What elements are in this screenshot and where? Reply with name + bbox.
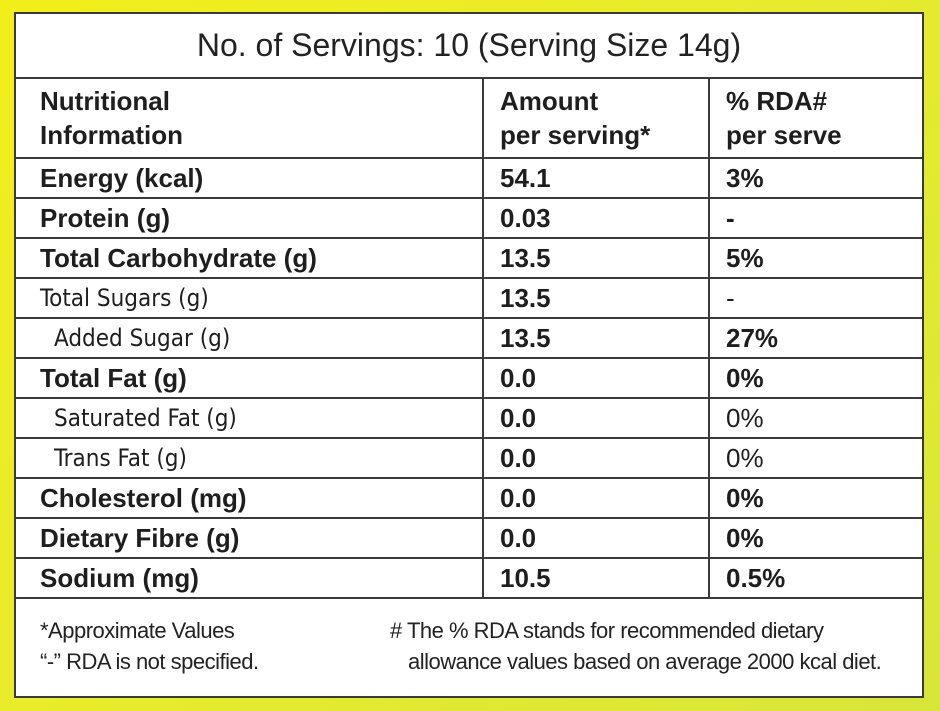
footnote-line: # The % RDA stands for recommended dieta… — [390, 618, 824, 643]
table-cell: 13.5 — [484, 239, 710, 277]
table-cell: - — [726, 283, 735, 313]
table-cell: 0.0 — [484, 519, 710, 557]
table-cell: 0.0 — [484, 439, 710, 477]
table-cell: Saturated Fat (g) — [16, 399, 484, 437]
table-row: Energy (kcal) 54.1 3% — [16, 159, 922, 199]
table-cell: 0.5% — [726, 563, 786, 593]
table-cell: 0% — [726, 363, 764, 393]
table-row: Saturated Fat (g) 0.0 0% — [16, 399, 922, 439]
table-row: Total Fat (g) 0.0 0% — [16, 359, 922, 399]
table-cell: 0.0 — [484, 479, 710, 517]
footnotes: *Approximate Values “-” RDA is not speci… — [16, 599, 922, 699]
footnote-right: # The % RDA stands for recommended dieta… — [390, 615, 882, 677]
table-cell: Sodium (mg) — [16, 559, 484, 597]
title: No. of Servings: 10 (Serving Size 14g) — [16, 14, 922, 79]
footnote-line: *Approximate Values — [40, 618, 235, 643]
footnote-left: *Approximate Values “-” RDA is not speci… — [40, 615, 259, 677]
table-cell: 13.5 — [484, 319, 710, 357]
table-cell: 0.0 — [484, 399, 710, 437]
table-cell: Total Sugars (g) — [16, 279, 484, 317]
table-cell: 54.1 — [484, 159, 710, 197]
table-cell: 0% — [726, 483, 764, 513]
header-line: Amount — [500, 86, 599, 116]
table-row: Protein (g) 0.03- — [16, 199, 922, 239]
table-cell: Trans Fat (g) — [16, 439, 484, 477]
table-row: Total Carbohydrate (g) 13.5 5% — [16, 239, 922, 279]
header-cell: Amount per serving* — [484, 79, 710, 157]
header-cell: % RDA# per serve — [710, 79, 922, 157]
table-cell: 3% — [726, 163, 764, 193]
header-line: per serving* — [500, 120, 651, 150]
table-cell: - — [726, 203, 735, 233]
header-row: Nutritional Information Amount per serving*… — [16, 79, 922, 159]
header-cell: Nutritional Information — [16, 79, 484, 157]
table-cell: Total Carbohydrate (g) — [16, 239, 484, 277]
header-line: per serve — [726, 120, 842, 150]
table-cell: Energy (kcal) — [16, 159, 484, 197]
table-cell: Added Sugar (g) — [16, 319, 484, 357]
nutrition-table: Nutritional Information Amount per serving*… — [16, 79, 922, 599]
header-line: Nutritional — [40, 86, 170, 116]
table-row: Added Sugar (g) 13.5 27% — [16, 319, 922, 359]
table-cell: Protein (g) — [16, 199, 484, 237]
table-cell: 10.5 — [484, 559, 710, 597]
header-line: Information — [40, 120, 183, 150]
header-line: % RDA# — [726, 86, 828, 116]
nutrition-panel: No. of Servings: 10 (Serving Size 14g) N… — [14, 12, 924, 698]
table-cell: 0.0 — [484, 359, 710, 397]
table-cell: 5% — [726, 243, 764, 273]
table-cell: 0.03 — [484, 199, 710, 237]
table-cell: 13.5 — [484, 279, 710, 317]
table-cell: 0% — [726, 403, 764, 433]
table-row: Dietary Fibre (g) 0.0 0% — [16, 519, 922, 559]
table-row: Sodium (mg) 10.5 0.5% — [16, 559, 922, 599]
footnote-line: “-” RDA is not specified. — [40, 649, 259, 674]
footnote-line: allowance values based on average 2000 k… — [408, 649, 882, 674]
table-cell: Total Fat (g) — [16, 359, 484, 397]
table-row: Trans Fat (g) 0.0 0% — [16, 439, 922, 479]
table-cell: 0% — [726, 443, 764, 473]
table-cell: 0% — [726, 523, 764, 553]
table-cell: Cholesterol (mg) — [16, 479, 484, 517]
table-cell: Dietary Fibre (g) — [16, 519, 484, 557]
table-row: Total Sugars (g) 13.5- — [16, 279, 922, 319]
table-row: Cholesterol (mg) 0.0 0% — [16, 479, 922, 519]
table-cell: 27% — [726, 323, 779, 353]
